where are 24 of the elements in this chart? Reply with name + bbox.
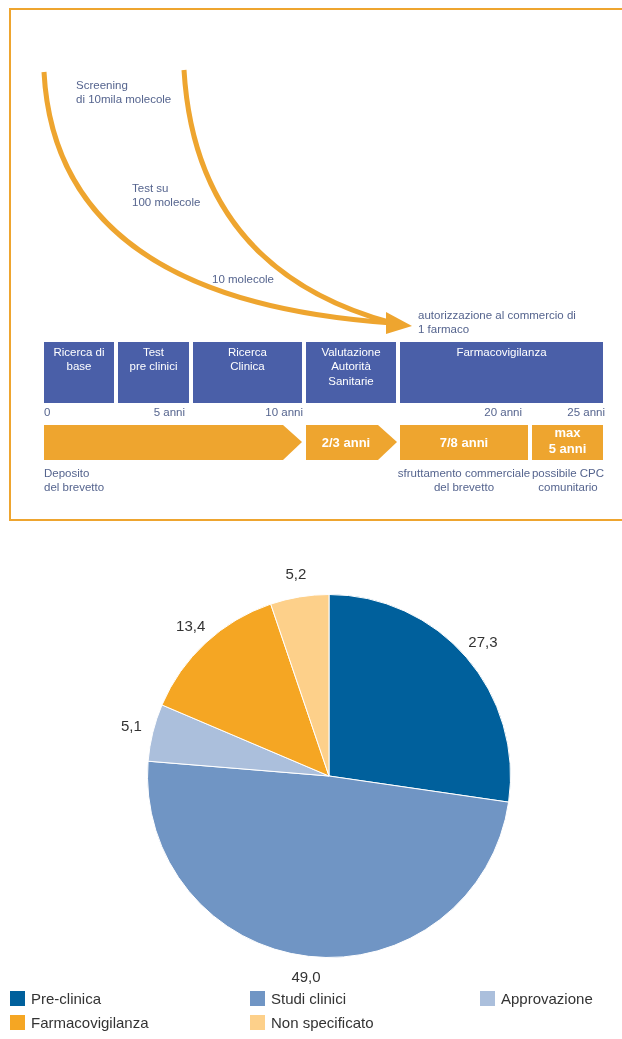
text: 5 anni [152,405,185,420]
text: Farmacovigilanza [455,345,548,360]
text: sfruttamento commerciale del brevetto [397,467,531,494]
data-label: 5,1 [121,717,142,735]
text: Deposito del brevetto [44,466,106,495]
text: autorizzazione al commercio di 1 farmaco [418,308,577,337]
text: Ricerca Clinica [227,345,268,374]
legend-label: Approvazione [501,990,593,1007]
text: 25 anni [566,405,605,420]
legend-label: Non specificato [271,1014,374,1031]
text: Test pre clinici [128,345,179,374]
text: 0 [44,405,52,420]
legend-label: Studi clinici [271,990,347,1007]
data-label: 27,3 [468,633,498,651]
legend-label: Pre-clinica [31,990,102,1007]
legend-label: Farmacovigilanza [31,1014,149,1031]
text: 20 anni [483,405,522,420]
data-label: 5,2 [285,565,307,583]
data-label: 49,0 [291,968,321,986]
text: Ricerca di base [52,345,106,374]
text: Valutazione Autorità Sanitarie [320,345,382,389]
text: 10 anni [264,405,303,420]
text: possibile CPC comunitario [530,466,606,495]
data-label: 13,4 [176,616,206,634]
